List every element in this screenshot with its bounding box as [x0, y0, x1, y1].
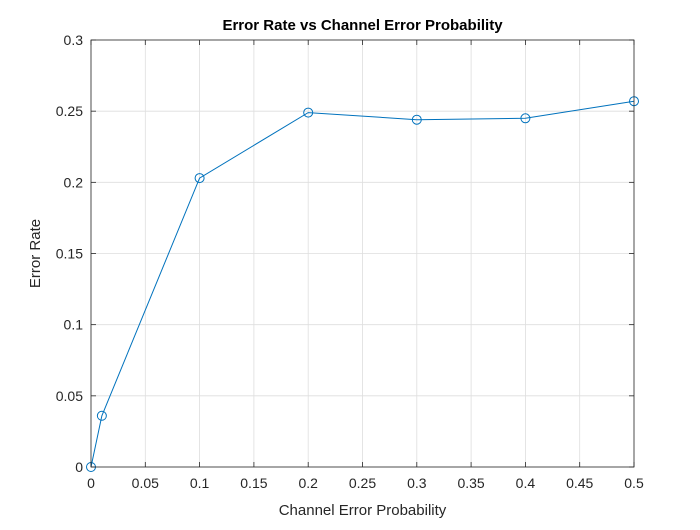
y-tick-label: 0 [75, 459, 83, 475]
y-tick-label: 0.15 [56, 246, 83, 262]
data-point [411, 114, 422, 125]
y-tick-label: 0.2 [64, 174, 84, 190]
data-point [520, 113, 531, 124]
x-tick-label: 0.25 [349, 475, 376, 491]
data-point [96, 410, 107, 421]
x-tick-label: 0.15 [240, 475, 267, 491]
data-point [303, 107, 314, 118]
x-tick-label: 0.2 [298, 475, 318, 491]
x-axis-label: Channel Error Probability [279, 502, 447, 519]
y-tick-label: 0.3 [64, 32, 84, 48]
x-tick-label: 0 [87, 475, 95, 491]
series-layer [86, 96, 639, 472]
series-line [90, 100, 635, 468]
x-tick-label: 0.45 [566, 475, 593, 491]
x-tick-label: 0.1 [190, 475, 210, 491]
chart-title: Error Rate vs Channel Error Probability [222, 17, 503, 34]
y-tick-label: 0.1 [64, 317, 84, 333]
x-tick-label: 0.35 [457, 475, 484, 491]
x-tick-label: 0.3 [407, 475, 427, 491]
data-point [194, 173, 205, 184]
y-tick-label: 0.25 [56, 103, 83, 119]
x-tick-label: 0.4 [516, 475, 536, 491]
x-tick-label: 0.5 [624, 475, 644, 491]
y-axis-label: Error Rate [27, 219, 44, 288]
ticks: 0 0.05 0.1 0.15 0.2 0.25 0.3 0.35 0.4 0.45 0.5 0 0.0… [56, 32, 644, 491]
x-tick-label: 0.05 [132, 475, 159, 491]
y-tick-label: 0.05 [56, 388, 83, 404]
